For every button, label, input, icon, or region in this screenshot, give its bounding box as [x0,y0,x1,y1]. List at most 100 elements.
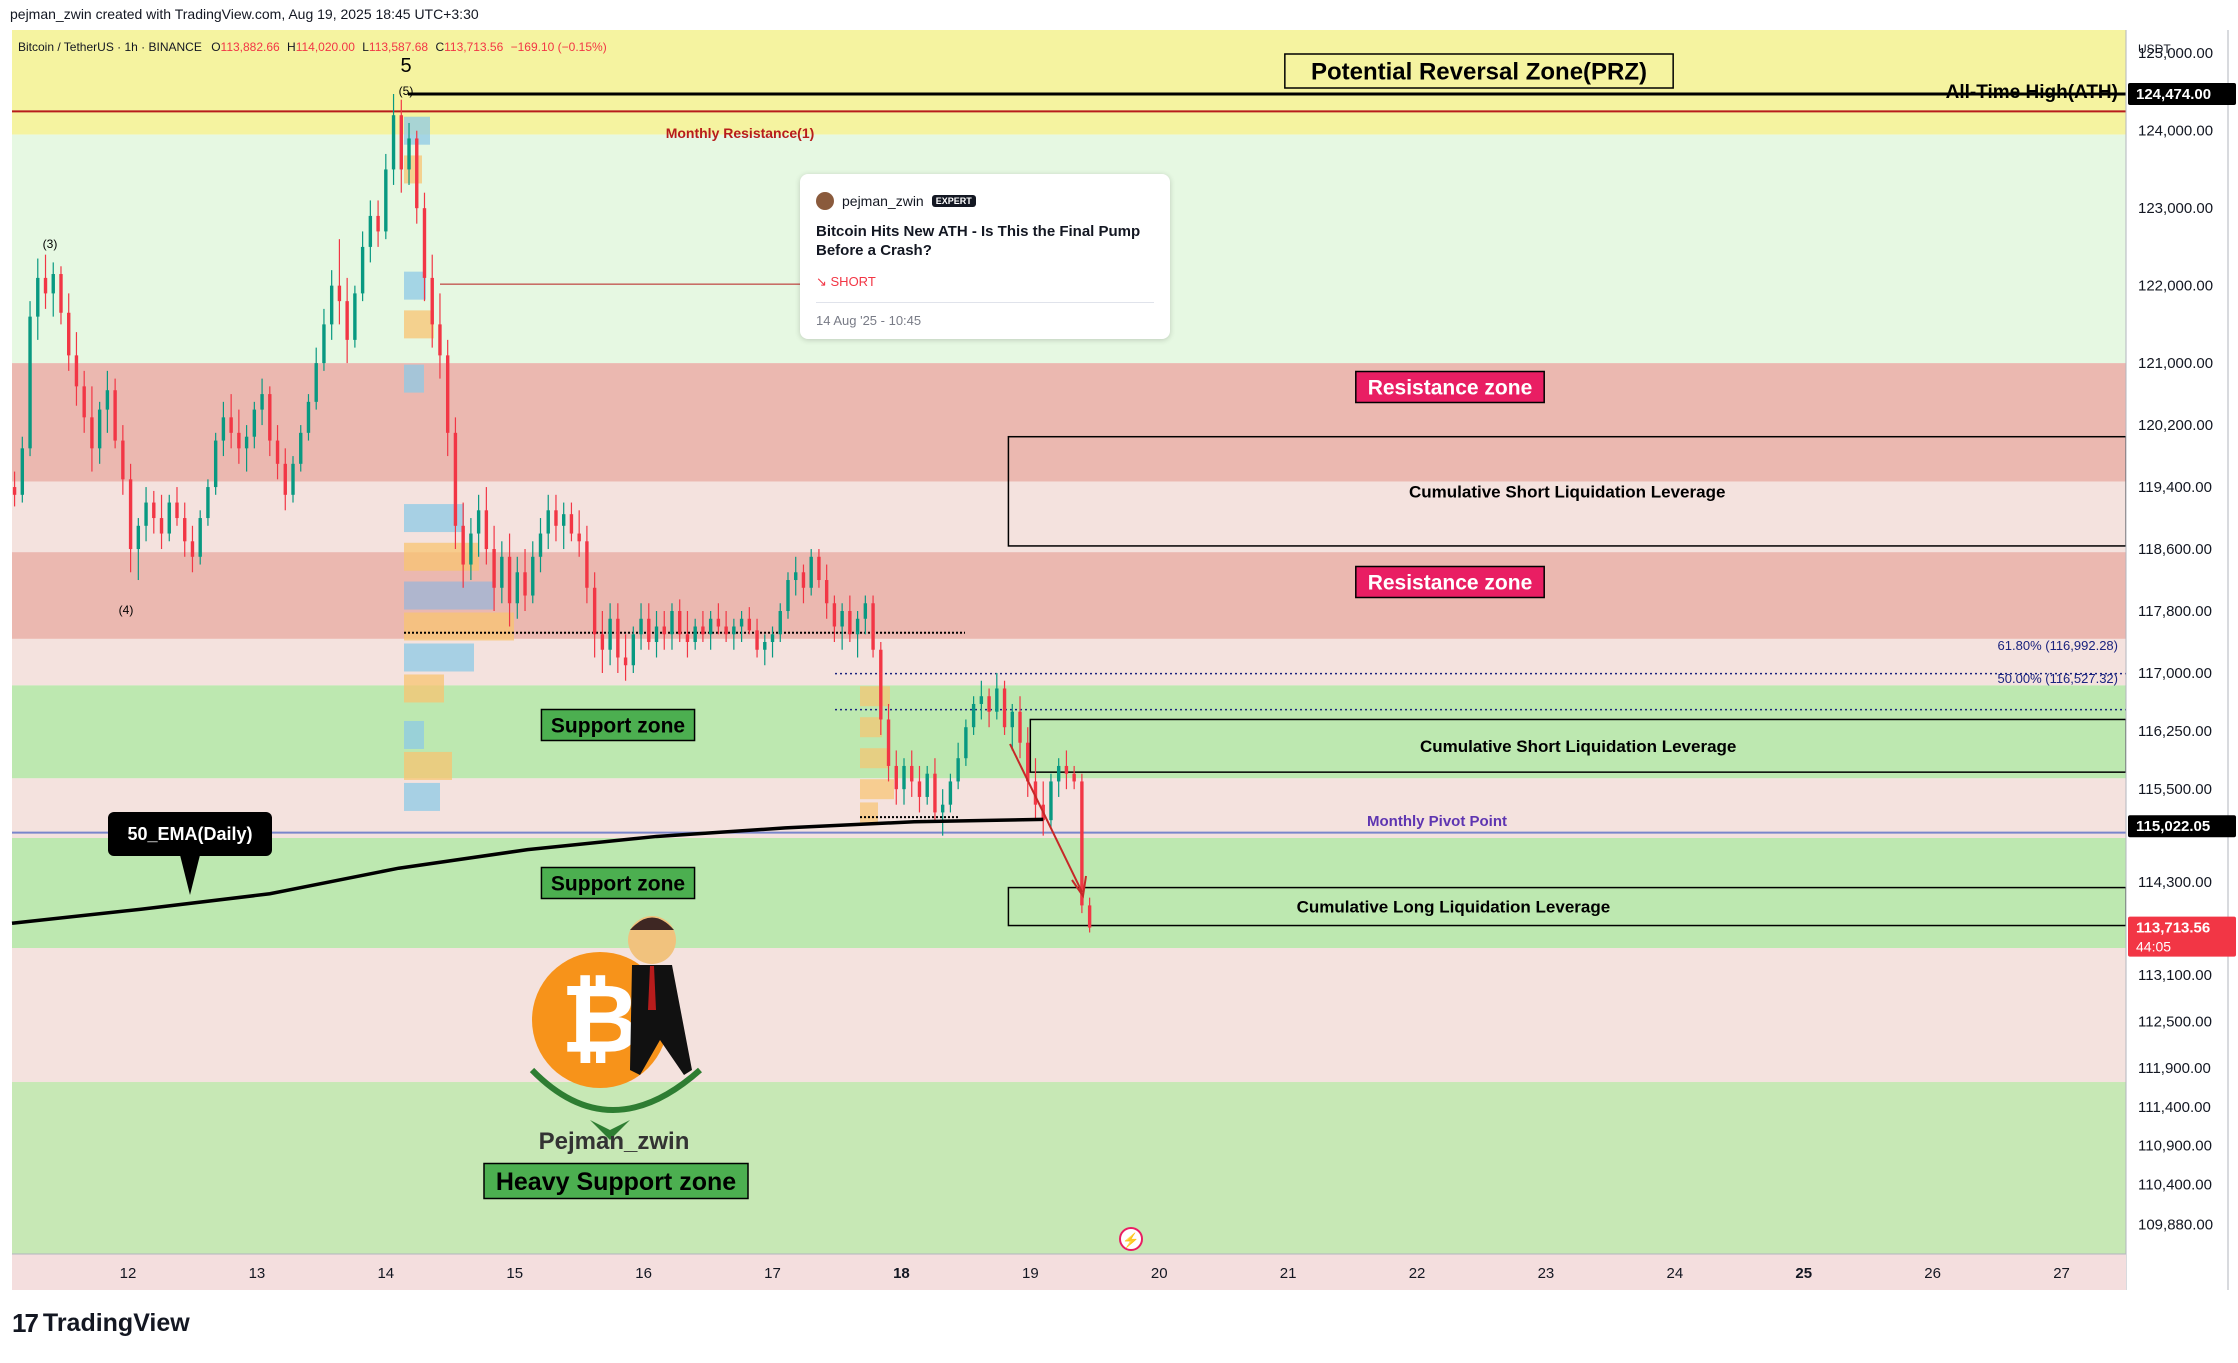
candle [74,355,79,387]
candle [724,626,728,635]
candle [1033,781,1038,805]
candle [1018,711,1022,743]
candle [353,293,357,340]
time-tick: 14 [377,1265,394,1282]
candle [987,696,991,712]
ath-label: All-Time High(ATH) [1946,82,2118,103]
wave-5-big-label: 5 [400,55,411,77]
candle [763,642,767,650]
price-tick: 116,250.00 [2138,723,2212,740]
candle [469,533,473,565]
volume-profile [404,116,894,823]
prz-label-text: Potential Reversal Zone(PRZ) [1311,58,1647,85]
candle [36,277,40,317]
candle [90,417,94,449]
close-value: 113,713.56 [444,40,504,54]
price-tick: 121,000.00 [2138,355,2213,372]
candle [739,618,744,627]
candle [879,649,883,720]
volume-bar [404,310,434,339]
resistance-zone-label-box [1355,370,1545,404]
candle [678,611,682,635]
candle [917,781,922,797]
candle [623,657,628,666]
idea-direction: ↘ SHORT [816,274,876,289]
candle [275,440,280,464]
candle [979,696,984,704]
candle [144,502,148,526]
tradingview-logo: 17 [12,1308,39,1338]
candle [82,386,86,418]
candle [1002,688,1007,728]
candle [345,301,349,340]
candles-layer [12,93,1092,933]
candle [1072,773,1076,782]
ema-callout-text: 50_EMA(Daily) [127,824,252,844]
price-tick: 110,400.00 [2138,1176,2212,1193]
lightning-icon[interactable] [1119,1227,1143,1251]
zone-prz [12,30,2126,135]
ema-callout-box [108,812,272,856]
short-liq-label: Cumulative Short Liquidation Leverage [1409,482,1725,501]
open-value: 113,882.66 [220,40,280,54]
mascot-tie-icon [648,966,656,1010]
candle [693,626,697,642]
volume-bar [404,643,474,672]
candle [523,572,527,596]
candle [183,518,187,542]
candle [639,618,643,635]
candle [577,533,581,542]
tradingview-brand[interactable]: 17 TradingView [12,1308,190,1339]
volume-bar [404,674,444,703]
candle [1087,905,1092,928]
ema-callout-pointer-icon [180,855,200,895]
candle [500,556,504,588]
candle [817,556,821,581]
price-tick: 122,000.00 [2138,278,2213,295]
idea-card[interactable]: pejman_zwin EXPERT Bitcoin Hits New ATH … [800,174,1170,339]
candle [794,572,798,581]
bitcoin-symbol-icon: ₿ [561,966,639,1073]
candle [902,765,906,790]
zone-support-upper [12,685,2126,779]
expert-badge: EXPERT [931,195,976,207]
ath-price-tag: 124,474.00 [2128,82,2236,105]
candle [306,401,311,433]
zone-light-between [12,481,2126,553]
last-price-tag-countdown: 44:05 [2136,939,2171,955]
idea-author[interactable]: pejman_zwin EXPERT [816,192,976,210]
time-tick: 26 [1924,1265,1941,1282]
low-label: L [362,40,369,54]
candle [569,514,574,534]
candle [213,440,218,488]
time-tick: 27 [2053,1265,2070,1282]
laurel-tip-icon [590,1120,630,1140]
price-tick: 109,880.00 [2138,1217,2213,1234]
candle [592,587,597,635]
idea-title[interactable]: Bitcoin Hits New ATH - Is This the Final… [816,223,1141,259]
time-tick: 19 [1022,1265,1039,1282]
candle [801,572,806,588]
mascot-suit-icon [630,965,692,1075]
candle [484,510,489,550]
prz-label: Potential Reversal Zone(PRZ) [1284,53,1674,89]
candle [507,556,512,604]
volume-bar [404,542,479,571]
monthly-resistance-label: Monthly Resistance(1) [666,125,815,141]
candle [855,618,860,635]
ema-layer [11,817,1044,925]
ema-callout: 50_EMA(Daily) [108,812,272,895]
candle [562,514,566,526]
candle [384,169,388,232]
candle [322,324,326,364]
candle [647,618,651,642]
candle [20,448,25,495]
laurel-icon [529,1067,702,1113]
candle [585,541,589,588]
fib-618-label: 61.80% (116,992.28) [1998,638,2118,653]
low-value: 113,587.68 [368,40,429,54]
support-zone-label-text: Support zone [551,714,685,737]
